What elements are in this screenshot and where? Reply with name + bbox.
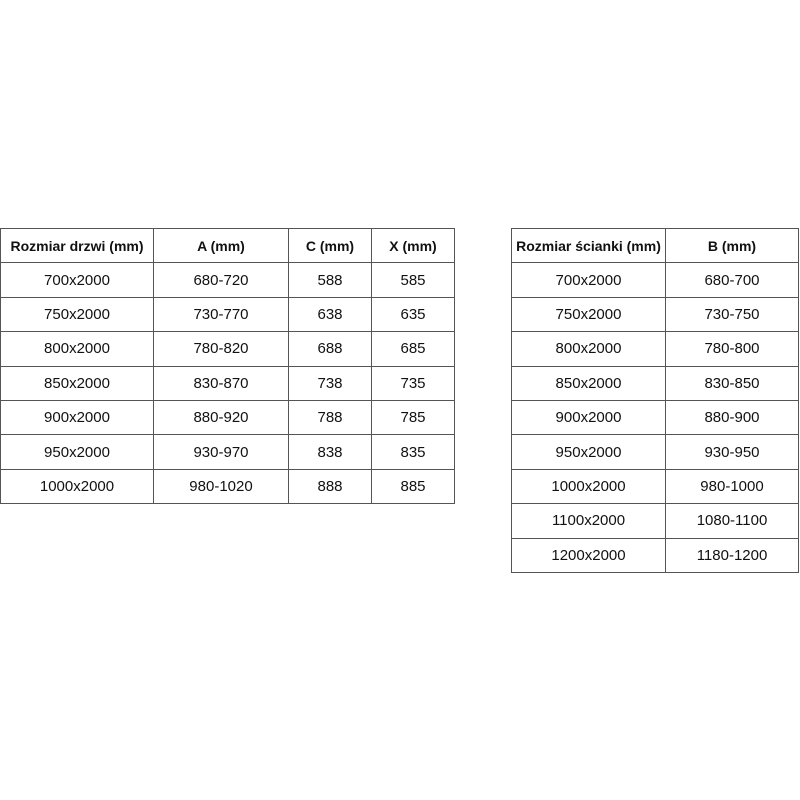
table-header-row: Rozmiar drzwi (mm) A (mm) C (mm) X (mm): [0, 227, 455, 264]
table-row: 850x2000 830-870 738 735: [0, 365, 455, 401]
table-cell: 750x2000: [511, 296, 666, 333]
table-cell: 1000x2000: [511, 468, 666, 505]
table-cell: 900x2000: [511, 399, 666, 436]
table-cell: 788: [288, 399, 372, 436]
table-cell: 730-770: [153, 296, 289, 333]
table-cell: 700x2000: [0, 262, 154, 298]
table-cell: 900x2000: [0, 399, 154, 436]
table-cell: 830-850: [665, 365, 799, 401]
table-cell: 735: [371, 365, 455, 401]
table-cell: 1100x2000: [511, 503, 666, 539]
table-cell: 785: [371, 399, 455, 436]
header-b: B (mm): [665, 227, 799, 264]
table-row: 700x2000 680-700: [511, 262, 799, 298]
header-c: C (mm): [288, 227, 372, 264]
table-cell: 685: [371, 331, 455, 367]
table-row: 1000x2000 980-1020 888 885: [0, 468, 455, 505]
table-cell: 880-920: [153, 399, 289, 436]
table-cell: 950x2000: [511, 434, 666, 470]
table-cell: 738: [288, 365, 372, 401]
table-cell: 1080-1100: [665, 503, 799, 539]
table-cell: 1180-1200: [665, 537, 799, 573]
table-cell: 880-900: [665, 399, 799, 436]
table-row: 850x2000 830-850: [511, 365, 799, 401]
table-cell: 588: [288, 262, 372, 298]
table-cell: 638: [288, 296, 372, 333]
table-cell: 800x2000: [0, 331, 154, 367]
header-x: X (mm): [371, 227, 455, 264]
table-cell: 680-720: [153, 262, 289, 298]
table-row: 1000x2000 980-1000: [511, 468, 799, 505]
table-cell: 830-870: [153, 365, 289, 401]
table-row: 950x2000 930-950: [511, 434, 799, 470]
table-cell: 780-800: [665, 331, 799, 367]
table-row: 750x2000 730-750: [511, 296, 799, 333]
table-cell: 750x2000: [0, 296, 154, 333]
table-cell: 980-1000: [665, 468, 799, 505]
table-cell: 980-1020: [153, 468, 289, 505]
table-cell: 1000x2000: [0, 468, 154, 505]
table-header-row: Rozmiar ścianki (mm) B (mm): [511, 227, 799, 264]
table-cell: 780-820: [153, 331, 289, 367]
table-cell: 930-950: [665, 434, 799, 470]
table-row: 700x2000 680-720 588 585: [0, 262, 455, 298]
table-cell: 850x2000: [511, 365, 666, 401]
table-cell: 888: [288, 468, 372, 505]
table-cell: 850x2000: [0, 365, 154, 401]
table-cell: 700x2000: [511, 262, 666, 298]
table-row: 950x2000 930-970 838 835: [0, 434, 455, 470]
table-row: 1100x2000 1080-1100: [511, 503, 799, 539]
table-cell: 950x2000: [0, 434, 154, 470]
table-cell: 1200x2000: [511, 537, 666, 573]
header-wall-size: Rozmiar ścianki (mm): [511, 227, 666, 264]
table-cell: 835: [371, 434, 455, 470]
header-door-size: Rozmiar drzwi (mm): [0, 227, 154, 264]
table-cell: 800x2000: [511, 331, 666, 367]
wall-size-table: Rozmiar ścianki (mm) B (mm) 700x2000 680-…: [511, 227, 799, 573]
table-row: 750x2000 730-770 638 635: [0, 296, 455, 333]
table-row: 900x2000 880-920 788 785: [0, 399, 455, 436]
table-cell: 635: [371, 296, 455, 333]
table-cell: 585: [371, 262, 455, 298]
table-cell: 688: [288, 331, 372, 367]
table-row: 800x2000 780-800: [511, 331, 799, 367]
table-cell: 730-750: [665, 296, 799, 333]
header-a: A (mm): [153, 227, 289, 264]
door-size-table: Rozmiar drzwi (mm) A (mm) C (mm) X (mm) …: [0, 227, 455, 505]
table-row: 1200x2000 1180-1200: [511, 537, 799, 573]
table-cell: 885: [371, 468, 455, 505]
table-row: 900x2000 880-900: [511, 399, 799, 436]
table-row: 800x2000 780-820 688 685: [0, 331, 455, 367]
table-cell: 838: [288, 434, 372, 470]
table-cell: 680-700: [665, 262, 799, 298]
table-cell: 930-970: [153, 434, 289, 470]
